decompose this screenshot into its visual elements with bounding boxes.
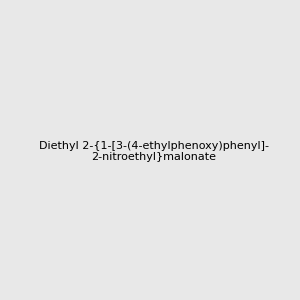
Text: Diethyl 2-{1-[3-(4-ethylphenoxy)phenyl]-
2-nitroethyl}malonate: Diethyl 2-{1-[3-(4-ethylphenoxy)phenyl]-…	[39, 141, 269, 162]
